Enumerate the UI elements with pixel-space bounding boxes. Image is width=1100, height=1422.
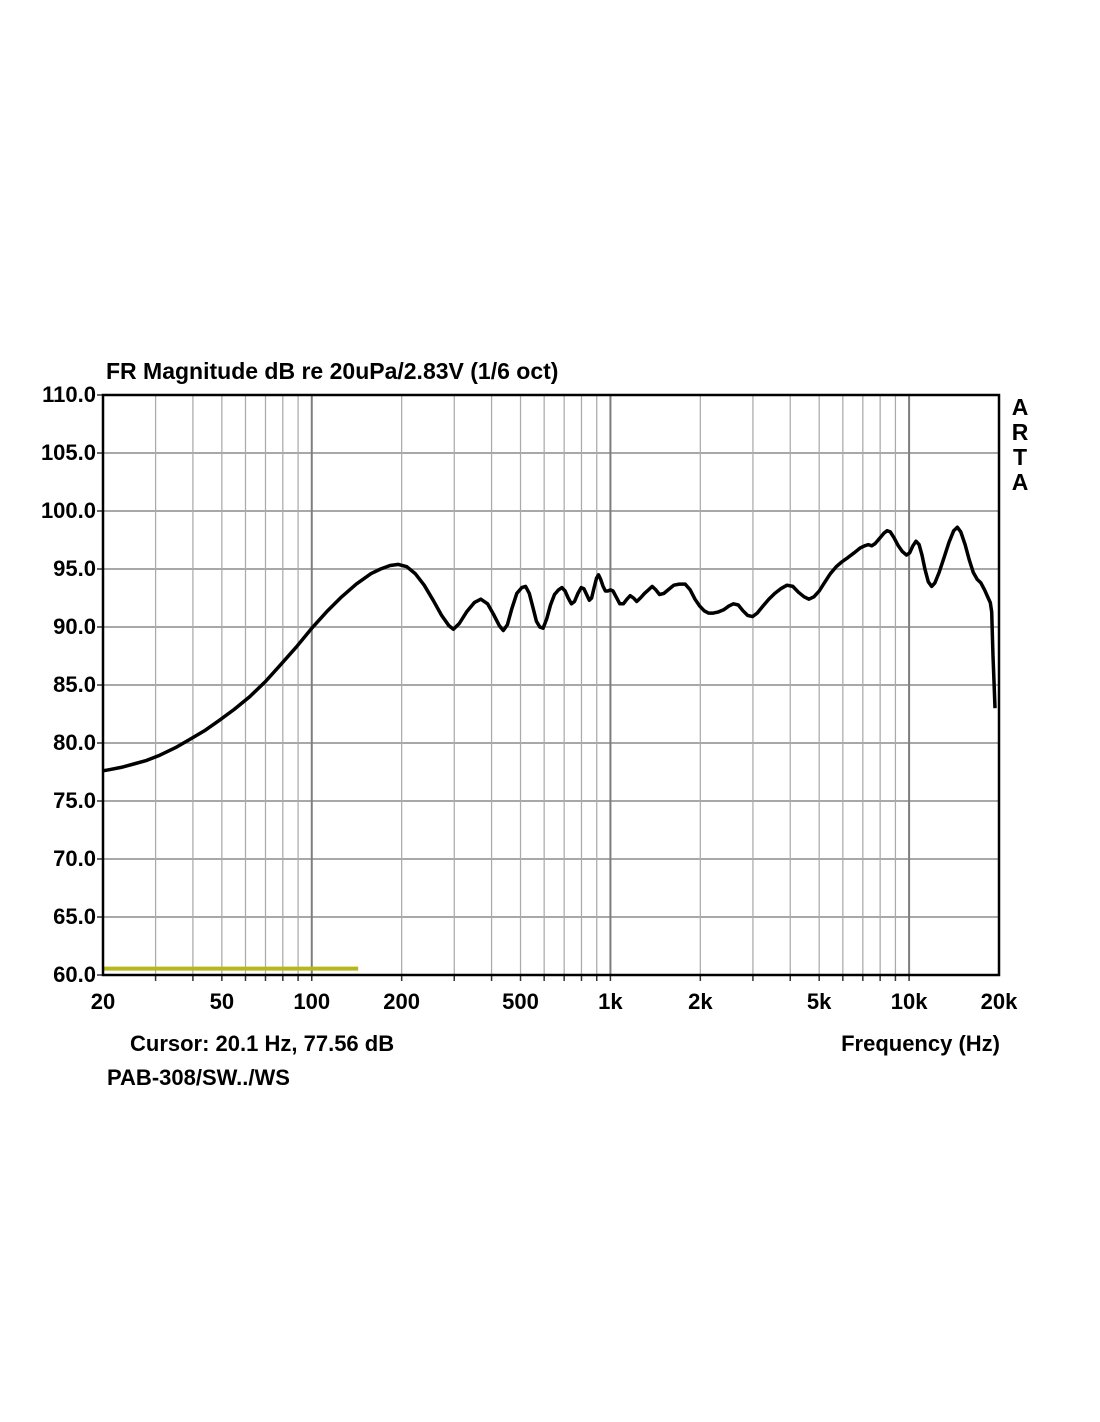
y-axis-tick-label: 75.0 xyxy=(53,788,96,813)
arta-letter: R xyxy=(1011,419,1029,445)
device-label: PAB-308/SW../WS xyxy=(107,1065,290,1090)
cursor-readout: Cursor: 20.1 Hz, 77.56 dB xyxy=(130,1031,395,1056)
arta-letter: T xyxy=(1012,444,1028,470)
y-axis-tick-label: 110.0 xyxy=(42,382,96,407)
x-axis-tick-label: 20k xyxy=(980,989,1018,1014)
x-axis-tick-label: 1k xyxy=(598,989,623,1014)
y-axis-tick-label: 105.0 xyxy=(40,440,96,465)
arta-letter: A xyxy=(1011,469,1029,495)
x-axis-tick-label: 50 xyxy=(209,989,235,1014)
x-axis-tick-label: 100 xyxy=(293,989,331,1014)
y-axis-tick-label: 95.0 xyxy=(53,556,96,581)
chart-title: FR Magnitude dB re 20uPa/2.83V (1/6 oct) xyxy=(106,358,559,384)
y-axis-tick-label: 80.0 xyxy=(53,730,96,755)
x-axis-tick-label: 5k xyxy=(806,989,832,1014)
x-axis-tick-label: 10k xyxy=(890,989,928,1014)
arta-letter: A xyxy=(1011,394,1029,420)
x-axis-tick-label: 2k xyxy=(688,989,713,1014)
y-axis-tick-label: 70.0 xyxy=(53,846,96,871)
x-axis-tick-label: 500 xyxy=(502,989,539,1014)
plot-border xyxy=(101,393,1001,977)
x-axis-tick-label: 20 xyxy=(90,989,116,1014)
y-axis-tick-label: 90.0 xyxy=(53,614,96,639)
y-axis-tick-label: 65.0 xyxy=(53,904,96,929)
frequency-response xyxy=(102,525,997,773)
y-axis-tick-label: 60.0 xyxy=(53,962,96,987)
y-axis-tick-label: 85.0 xyxy=(53,672,96,697)
frequency-axis-label: Frequency (Hz) xyxy=(841,1031,1000,1056)
x-axis-tick-label: 200 xyxy=(383,989,421,1014)
y-axis-tick-label: 100.0 xyxy=(40,498,96,523)
